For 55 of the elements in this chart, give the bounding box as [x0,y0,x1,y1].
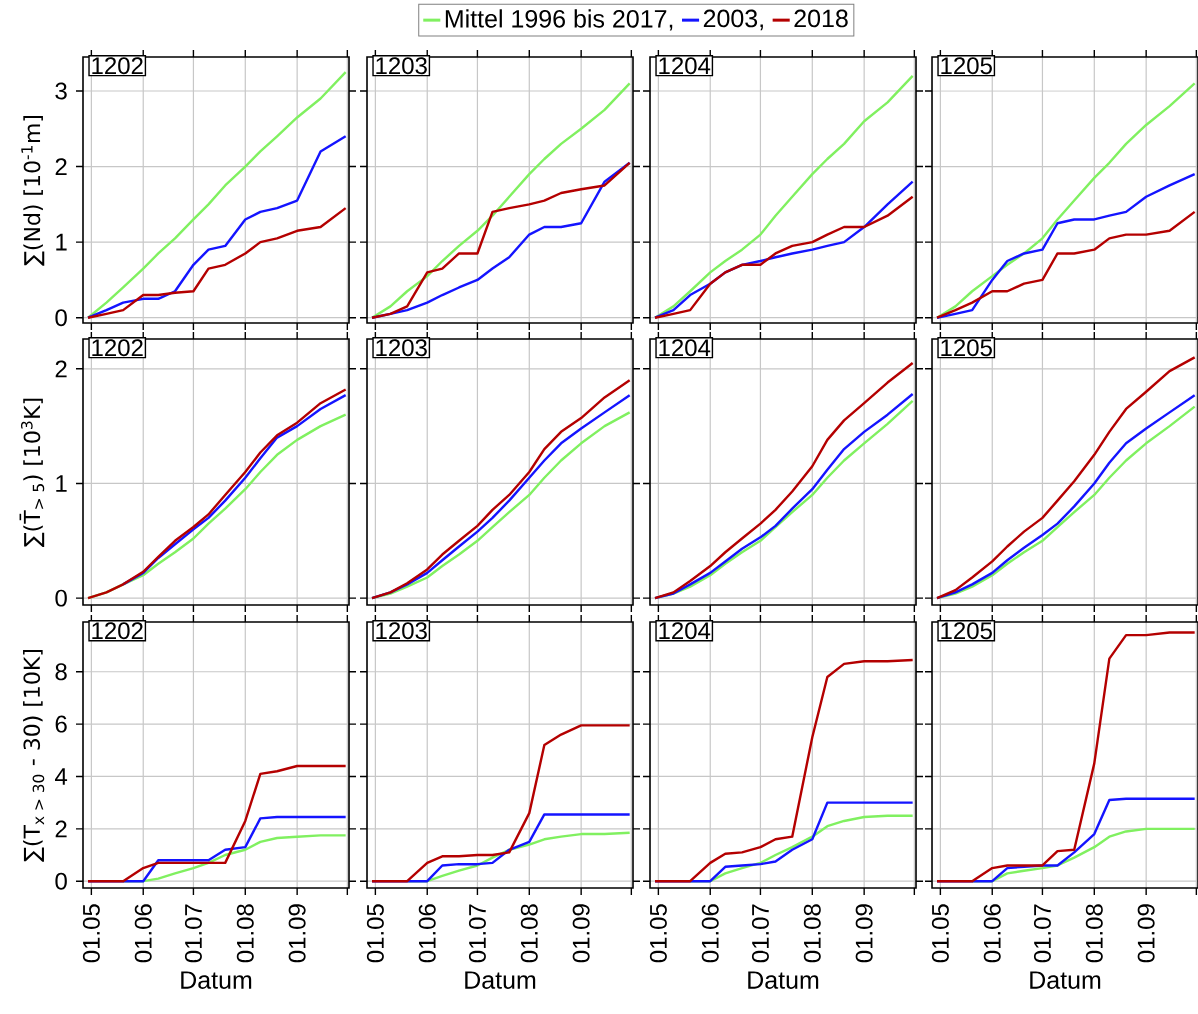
x-tick-label: 01.05 [931,904,949,963]
x-tick-label: 01.07 [468,904,486,963]
chart-title: 1202 [92,57,143,75]
legend-label: Mittel 1996 bis 2017, [445,9,673,31]
x-tick-label: 01.09 [572,904,590,963]
x-tick-label: 01.05 [649,904,667,963]
x-tick-label: 01.08 [236,904,254,963]
x-tick-label: 01.08 [520,904,538,963]
x-tick-label: 01.05 [82,904,100,963]
x-axis-title: Datum [465,971,536,989]
legend-label: 2018 [794,9,848,28]
x-tick-label: 01.06 [701,904,719,963]
y-tick-label: 4 [55,768,68,785]
x-tick-label: 01.07 [184,904,202,963]
chart-title: 1203 [376,57,427,75]
y-tick-label: 3 [55,82,67,100]
y-axis-title: ∑(T̄$_{> 5}$) [10$^{3}$K] [19,398,45,547]
y-tick-label: 2 [55,820,67,838]
y-tick-label: 0 [55,872,67,890]
x-tick-label: 01.06 [983,904,1001,963]
y-tick-label: 2 [55,360,67,378]
chart-title: 1203 [376,339,427,357]
chart-title: 1202 [92,339,143,357]
y-tick-label: 2 [55,158,67,175]
x-tick-label: 01.06 [134,904,152,963]
x-axis-title: Datum [1030,971,1101,989]
x-tick-label: 01.09 [855,904,873,963]
line-series [86,206,347,319]
chart-title: 1205 [941,339,992,357]
chart-title: 1205 [941,57,992,75]
y-tick-label: 6 [55,715,67,733]
x-tick-label: 01.09 [1137,904,1155,963]
x-tick-label: 01.09 [288,904,306,963]
chart-title: 1204 [659,339,711,357]
y-tick-label: 1 [56,233,67,251]
y-tick-label: 0 [55,309,67,327]
chart-title: 1204 [659,622,711,640]
y-tick-label: 0 [55,589,67,607]
x-tick-label: 01.08 [1085,904,1103,963]
chart-title: 1202 [92,622,143,640]
x-tick-label: 01.05 [366,904,384,963]
legend-label: 2003, [703,9,763,31]
x-tick-label: 01.07 [751,904,769,963]
y-axis-title: ∑(T$_{x > 30}$ - 30) [10K] [23,650,45,862]
x-tick-label: 01.08 [803,904,821,963]
x-tick-label: 01.07 [1033,904,1051,963]
y-tick-label: 1 [56,475,67,492]
chart-title: 1205 [941,622,992,640]
x-axis-title: Datum [748,971,819,989]
chart-title: 1204 [659,57,711,75]
chart-title: 1203 [376,622,427,640]
x-axis-title: Datum [181,971,252,989]
y-tick-label: 8 [55,663,67,681]
y-axis-title: ∑(Nd) [10$^{-1}$m] [21,115,45,266]
x-tick-label: 01.06 [418,904,436,963]
